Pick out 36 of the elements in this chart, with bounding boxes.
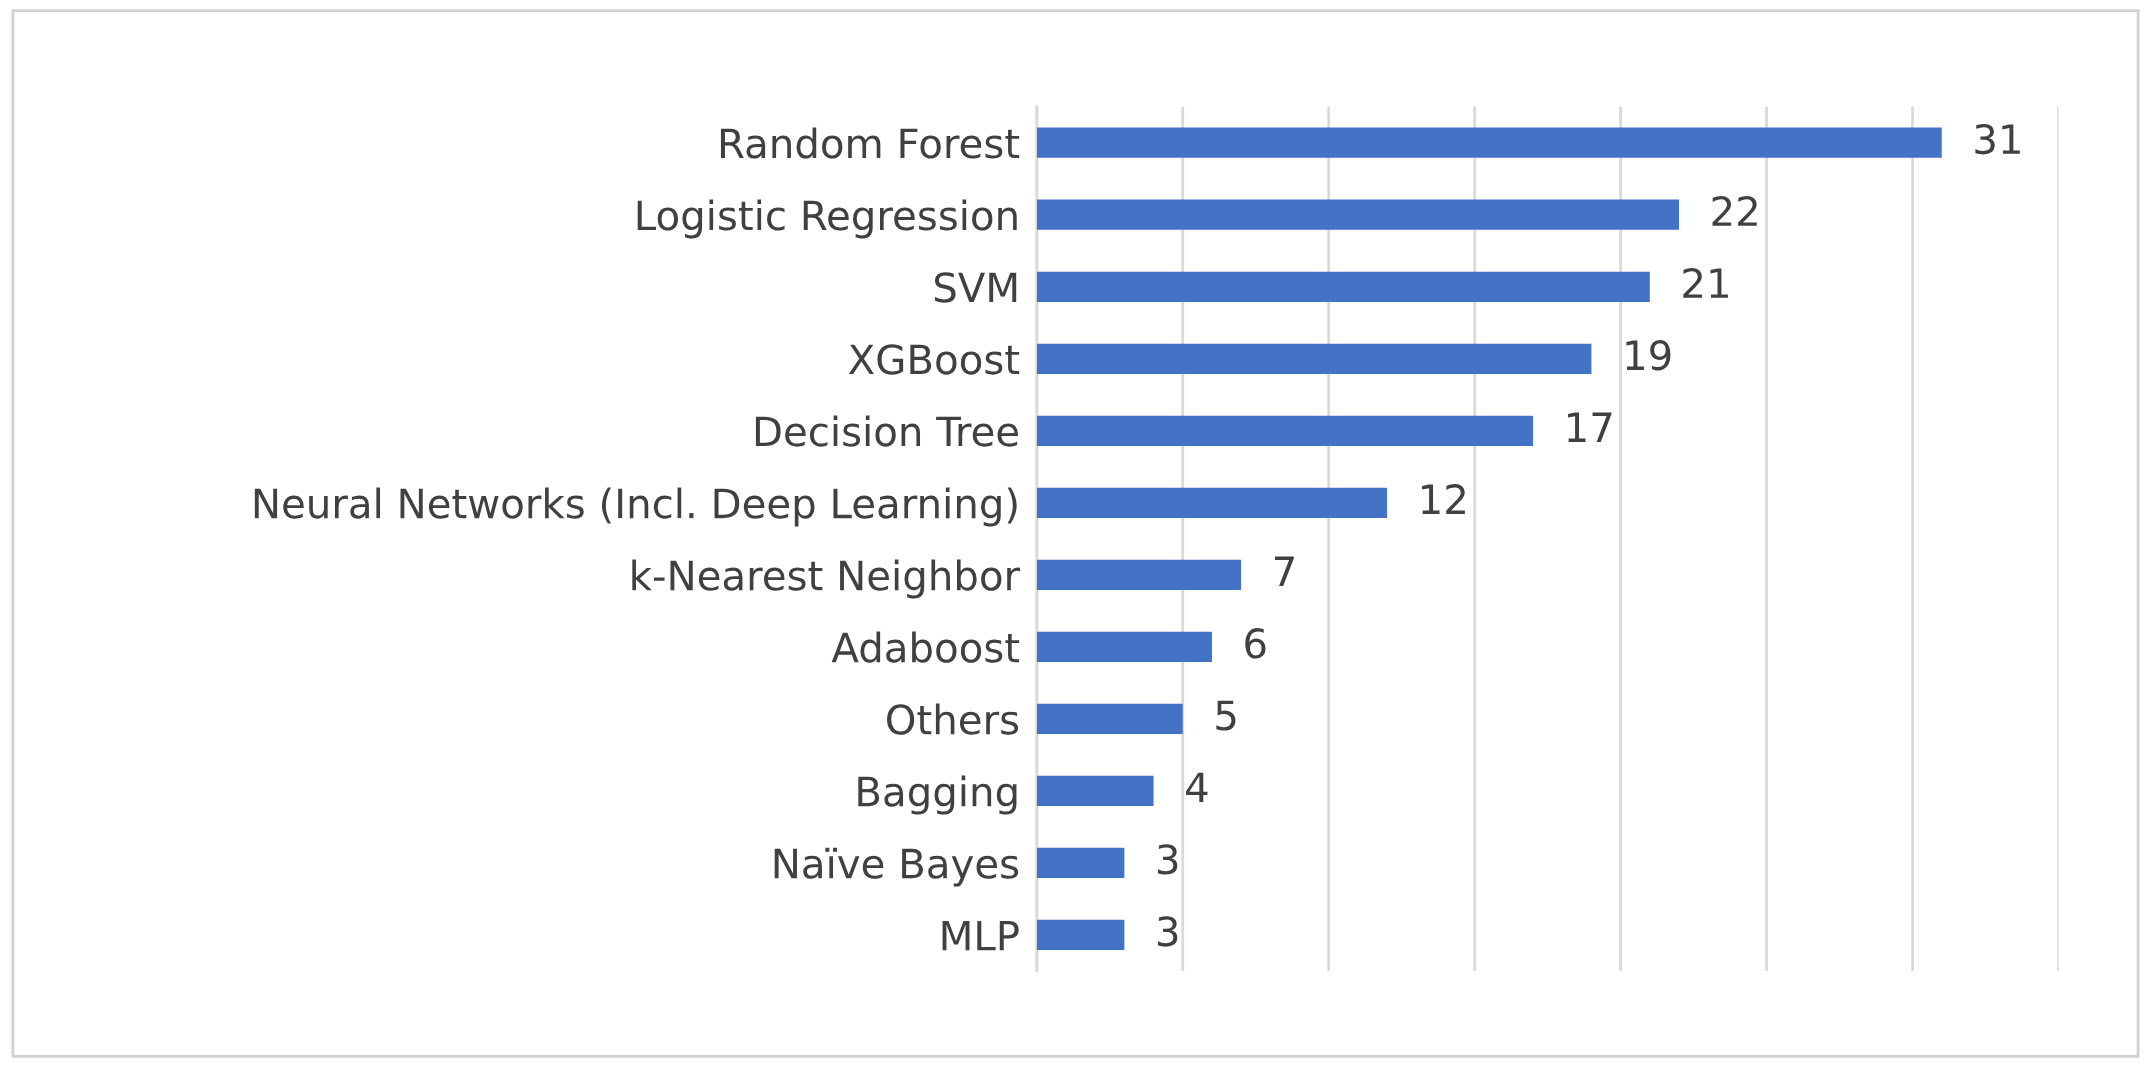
bar (1036, 271, 1650, 302)
bar (1036, 415, 1534, 446)
data-label: 7 (1274, 556, 1294, 586)
data-label: 17 (1568, 412, 1612, 442)
y-tick-label: k-Nearest Neighbor (632, 559, 1021, 599)
y-tick-label: Bagging (858, 775, 1017, 815)
y-tick-label: XGBoost (848, 344, 1020, 375)
bar (1036, 631, 1212, 662)
bar (1036, 487, 1388, 518)
bar (1036, 199, 1680, 230)
y-tick-label: Naïve Bayes (774, 847, 1019, 887)
data-label: 3 (1157, 844, 1178, 875)
y-tick-label: MLP (942, 920, 1019, 951)
y-tick-label: Adaboost (831, 631, 1020, 663)
data-label: 5 (1216, 700, 1236, 731)
y-tick-label: Others (887, 703, 1019, 735)
bar (1036, 775, 1154, 807)
y-tick-label: Decision Tree (755, 415, 1018, 447)
data-label: 6 (1245, 628, 1266, 659)
data-label: 12 (1422, 484, 1465, 514)
bar (1036, 919, 1125, 951)
data-label: 22 (1712, 195, 1757, 226)
bar (1036, 127, 1942, 158)
bar (1036, 847, 1125, 879)
data-label: 4 (1186, 772, 1208, 803)
bar (1036, 559, 1242, 590)
data-label: 21 (1683, 267, 1728, 298)
bar (1036, 343, 1592, 374)
y-tick-label: Neural Networks (Incl. Deep Learning) (254, 487, 1017, 527)
y-tick-label: Random Forest (720, 127, 1020, 159)
y-tick-label: Logistic Regression (637, 199, 1017, 239)
bar (1036, 703, 1183, 735)
data-label: 31 (1975, 123, 2020, 155)
data-label: 3 (1157, 916, 1178, 947)
data-label: 19 (1626, 340, 1671, 371)
y-tick-label: SVM (934, 272, 1017, 303)
